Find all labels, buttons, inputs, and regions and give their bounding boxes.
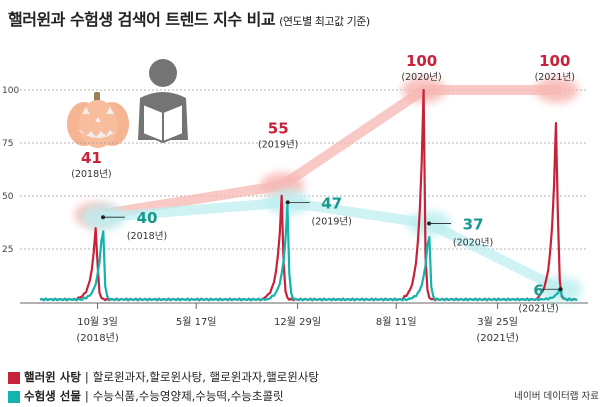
peak-value-label: 37 (463, 216, 484, 234)
x-tick-label: 8월 11일 (376, 316, 417, 328)
peak-year-label: (2019년) (258, 139, 298, 150)
legend-swatch-red (8, 371, 20, 384)
peak-value-label: 55 (268, 119, 289, 137)
y-tick-label: 50 (2, 192, 14, 202)
trend-band (91, 85, 562, 221)
legend: 핼러윈 사탕 | 할로윈과자,할로윈사탕, 핼로윈과자,핼로윈사탕 수험생 선물… (8, 368, 319, 406)
x-tick-label: 12월 29일 (274, 316, 321, 328)
x-tick-label: 5월 17일 (176, 316, 217, 328)
peak-trend-bands (74, 77, 583, 303)
title-sub: (연도별 최고값 기준) (279, 15, 370, 28)
y-tick-label: 75 (2, 139, 13, 149)
chart-title: 핼러윈과 수험생 검색어 트렌드 지수 비교 (연도별 최고값 기준) (8, 6, 370, 30)
peak-value-label: 100 (406, 52, 437, 70)
x-axis: 10월 3일 (2018년) 5월 17일 12월 29일 8월 11일 3월 25일 (2… (76, 303, 519, 344)
legend-name: 핼러윈 사탕 (24, 370, 81, 384)
peak-labels: 41 (2018년) 55 (2019년) 100 (2020년) 100 (2021년) 40… (71, 52, 575, 314)
legend-name: 수험생 선물 (24, 389, 81, 403)
peak-value-label: 40 (137, 209, 158, 227)
peak-year-label: (2018년) (127, 231, 167, 242)
legend-swatch-teal (8, 390, 20, 403)
peak-year-label: (2019년) (312, 216, 352, 227)
x-tick-label: 3월 25일 (477, 316, 518, 328)
peak-value-label: 100 (539, 52, 570, 70)
y-tick-label: 25 (2, 245, 13, 255)
peak-value-label: 47 (321, 194, 342, 212)
title-main: 핼러윈과 수험생 검색어 트렌드 지수 비교 (8, 10, 276, 29)
peak-year-label: (2021년) (535, 72, 575, 83)
peak-year-label: (2020년) (453, 238, 493, 249)
legend-separator: | (84, 389, 89, 403)
peak-year-label: (2021년) (518, 303, 558, 314)
student-reading-icon (138, 59, 188, 144)
series-line (39, 204, 578, 302)
legend-item-halloween: 핼러윈 사탕 | 할로윈과자,할로윈사탕, 핼로윈과자,핼로윈사탕 (8, 368, 319, 387)
peak-year-label: (2020년) (401, 72, 441, 83)
peak-halo (534, 77, 579, 103)
x-tick-sublabel: (2018년) (76, 332, 119, 344)
x-tick-label: 10월 3일 (77, 316, 118, 328)
peak-value-label: 41 (81, 149, 102, 167)
series-lines (39, 88, 578, 302)
legend-keywords: 수능식품,수능영양제,수능떡,수능초콜릿 (92, 389, 284, 403)
peak-year-label: (2018년) (71, 169, 111, 180)
legend-separator: | (84, 370, 89, 384)
peak-value-label: 6 (533, 281, 543, 299)
source-note: 네이버 데이터랩 자료 (514, 391, 599, 402)
pumpkin-icon (67, 92, 129, 148)
legend-item-exam: 수험생 선물 | 수능식품,수능영양제,수능떡,수능초콜릿 (8, 387, 319, 406)
y-tick-label: 100 (2, 86, 19, 96)
trend-band (98, 197, 566, 295)
x-tick-sublabel: (2021년) (476, 332, 519, 344)
legend-keywords: 할로윈과자,할로윈사탕, 핼로윈과자,핼로윈사탕 (92, 370, 320, 384)
